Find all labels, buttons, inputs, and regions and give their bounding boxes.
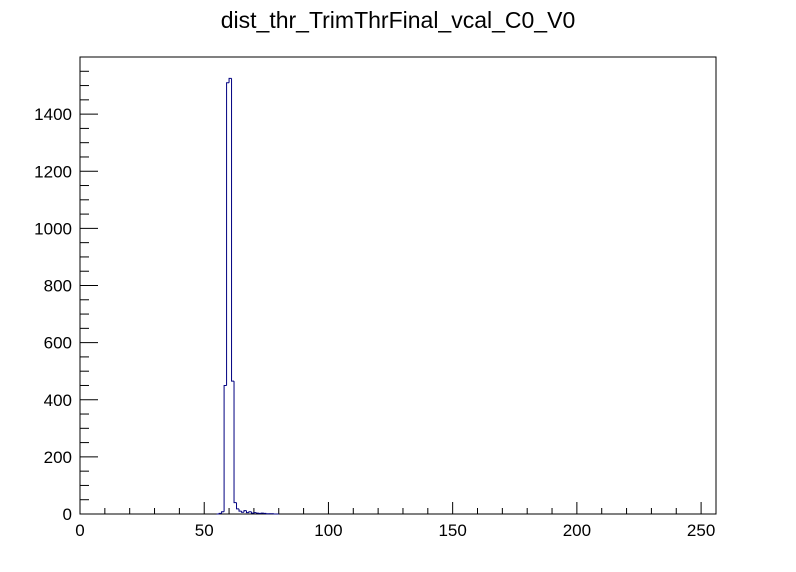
histogram-bin <box>253 512 257 514</box>
x-tick-label: 150 <box>438 521 466 540</box>
histogram-bin <box>248 511 252 513</box>
x-tick-label: 100 <box>314 521 342 540</box>
histogram-bin <box>236 502 239 510</box>
histogram-bin <box>218 512 222 514</box>
y-tick-label: 1200 <box>34 162 72 181</box>
histogram-bin <box>238 508 242 512</box>
y-tick-label: 200 <box>44 448 72 467</box>
x-tick-label: 250 <box>687 521 715 540</box>
histogram-bin <box>226 82 230 386</box>
y-tick-label: 1400 <box>34 105 72 124</box>
histogram-bin <box>233 381 237 504</box>
y-tick-label: 1000 <box>34 219 72 238</box>
histogram-bin <box>231 78 235 382</box>
x-tick-label: 0 <box>75 521 84 540</box>
x-tick-label: 200 <box>563 521 591 540</box>
histogram-bin <box>223 384 227 512</box>
histogram-bin <box>245 510 249 514</box>
y-tick-label: 600 <box>44 334 72 353</box>
chart-title: dist_thr_TrimThrFinal_vcal_C0_V0 <box>221 7 576 33</box>
histogram-bin <box>221 511 225 514</box>
histogram-bin <box>250 511 254 514</box>
histogram-bin <box>255 512 259 514</box>
x-tick-label: 50 <box>195 521 214 540</box>
histogram-bin <box>243 510 247 513</box>
histogram-bin <box>240 511 244 513</box>
histogram-bin <box>228 77 232 83</box>
y-tick-label: 800 <box>44 277 72 296</box>
y-tick-label: 400 <box>44 391 72 410</box>
y-tick-label: 0 <box>63 505 72 524</box>
